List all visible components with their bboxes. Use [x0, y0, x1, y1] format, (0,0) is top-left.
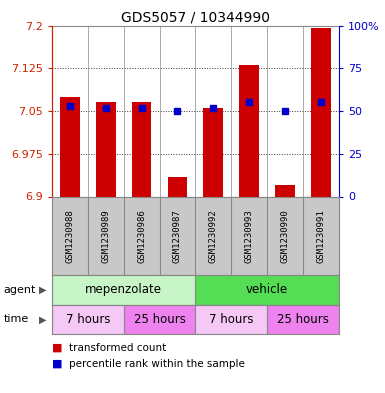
Bar: [60, 97, 80, 196]
Bar: [203, 108, 223, 196]
Text: GSM1230987: GSM1230987: [173, 209, 182, 263]
Text: percentile rank within the sample: percentile rank within the sample: [69, 358, 245, 369]
Text: ■: ■: [52, 358, 62, 369]
Bar: [124, 305, 195, 334]
Bar: [275, 185, 295, 196]
Text: GSM1230990: GSM1230990: [281, 209, 290, 263]
Text: ▶: ▶: [38, 285, 46, 295]
Text: GSM1230989: GSM1230989: [101, 209, 110, 263]
Bar: [96, 103, 115, 196]
Text: ■: ■: [52, 343, 62, 353]
Bar: [132, 103, 151, 196]
Bar: [195, 275, 339, 305]
Text: 7 hours: 7 hours: [209, 313, 253, 326]
Text: ▶: ▶: [38, 314, 46, 324]
Text: transformed count: transformed count: [69, 343, 167, 353]
Text: GSM1230986: GSM1230986: [137, 209, 146, 263]
Text: GSM1230993: GSM1230993: [244, 209, 254, 263]
Text: GSM1230992: GSM1230992: [209, 209, 218, 263]
Text: agent: agent: [4, 285, 36, 295]
Bar: [239, 66, 259, 196]
Bar: [267, 305, 339, 334]
Text: time: time: [4, 314, 29, 324]
Bar: [195, 305, 267, 334]
Text: 25 hours: 25 hours: [134, 313, 186, 326]
Text: GSM1230991: GSM1230991: [316, 209, 325, 263]
Text: GSM1230988: GSM1230988: [65, 209, 74, 263]
Text: 7 hours: 7 hours: [65, 313, 110, 326]
Title: GDS5057 / 10344990: GDS5057 / 10344990: [121, 10, 270, 24]
Bar: [167, 176, 187, 196]
Text: 25 hours: 25 hours: [277, 313, 329, 326]
Bar: [311, 28, 331, 196]
Text: mepenzolate: mepenzolate: [85, 283, 162, 296]
Bar: [52, 305, 124, 334]
Text: vehicle: vehicle: [246, 283, 288, 296]
Bar: [52, 275, 195, 305]
